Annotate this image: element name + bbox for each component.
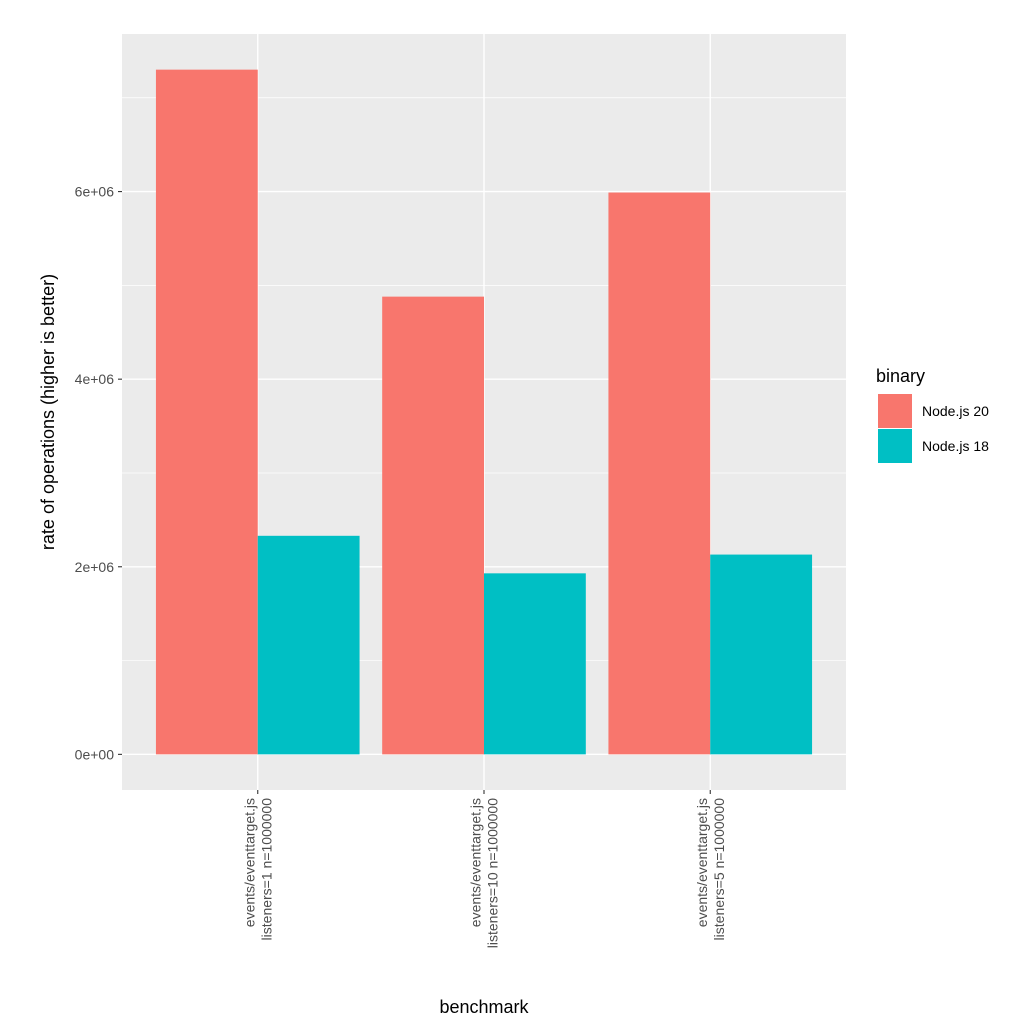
- x-tick-label: events/eventtarget.jslisteners=10 n=1000…: [468, 798, 501, 948]
- x-tick-label-line: listeners=5 n=1000000: [711, 798, 727, 941]
- bar: [155, 69, 258, 755]
- legend-label: Node.js 18: [922, 438, 989, 454]
- x-tick-label-line: listeners=10 n=1000000: [485, 798, 501, 948]
- bar: [257, 535, 360, 755]
- x-axis: events/eventtarget.jslisteners=1 n=10000…: [241, 790, 727, 948]
- x-tick-label-line: events/eventtarget.js: [241, 798, 257, 927]
- legend-key: [878, 394, 912, 428]
- bar: [608, 192, 711, 755]
- x-tick-label-line: events/eventtarget.js: [468, 798, 484, 927]
- legend-key: [878, 429, 912, 463]
- svg-text:events/eventtarget.jslisteners: events/eventtarget.jslisteners=1 n=10000…: [241, 798, 274, 941]
- y-axis: 0e+00 2e+06 4e+06 6e+06: [75, 184, 122, 762]
- legend: binary Node.js 20 Node.js 18: [876, 366, 989, 463]
- x-tick-label-line: events/eventtarget.js: [694, 798, 710, 927]
- y-tick-label: 6e+06: [75, 184, 115, 200]
- bars: [155, 69, 813, 755]
- y-tick-label: 4e+06: [75, 371, 115, 387]
- bar: [710, 554, 813, 755]
- bar: [484, 573, 586, 755]
- legend-label: Node.js 20: [922, 403, 989, 419]
- legend-title: binary: [876, 366, 925, 386]
- y-tick-label: 0e+00: [75, 746, 115, 762]
- y-tick-label: 2e+06: [75, 559, 115, 575]
- svg-text:events/eventtarget.jslisteners: events/eventtarget.jslisteners=5 n=10000…: [694, 798, 727, 941]
- x-tick-label-line: listeners=1 n=1000000: [258, 798, 274, 941]
- x-tick-label: events/eventtarget.jslisteners=1 n=10000…: [241, 798, 274, 941]
- svg-text:events/eventtarget.jslisteners: events/eventtarget.jslisteners=10 n=1000…: [468, 798, 501, 948]
- x-axis-title: benchmark: [439, 997, 529, 1017]
- y-axis-title: rate of operations (higher is better): [38, 274, 58, 550]
- x-tick-label: events/eventtarget.jslisteners=5 n=10000…: [694, 798, 727, 941]
- bar: [382, 296, 484, 755]
